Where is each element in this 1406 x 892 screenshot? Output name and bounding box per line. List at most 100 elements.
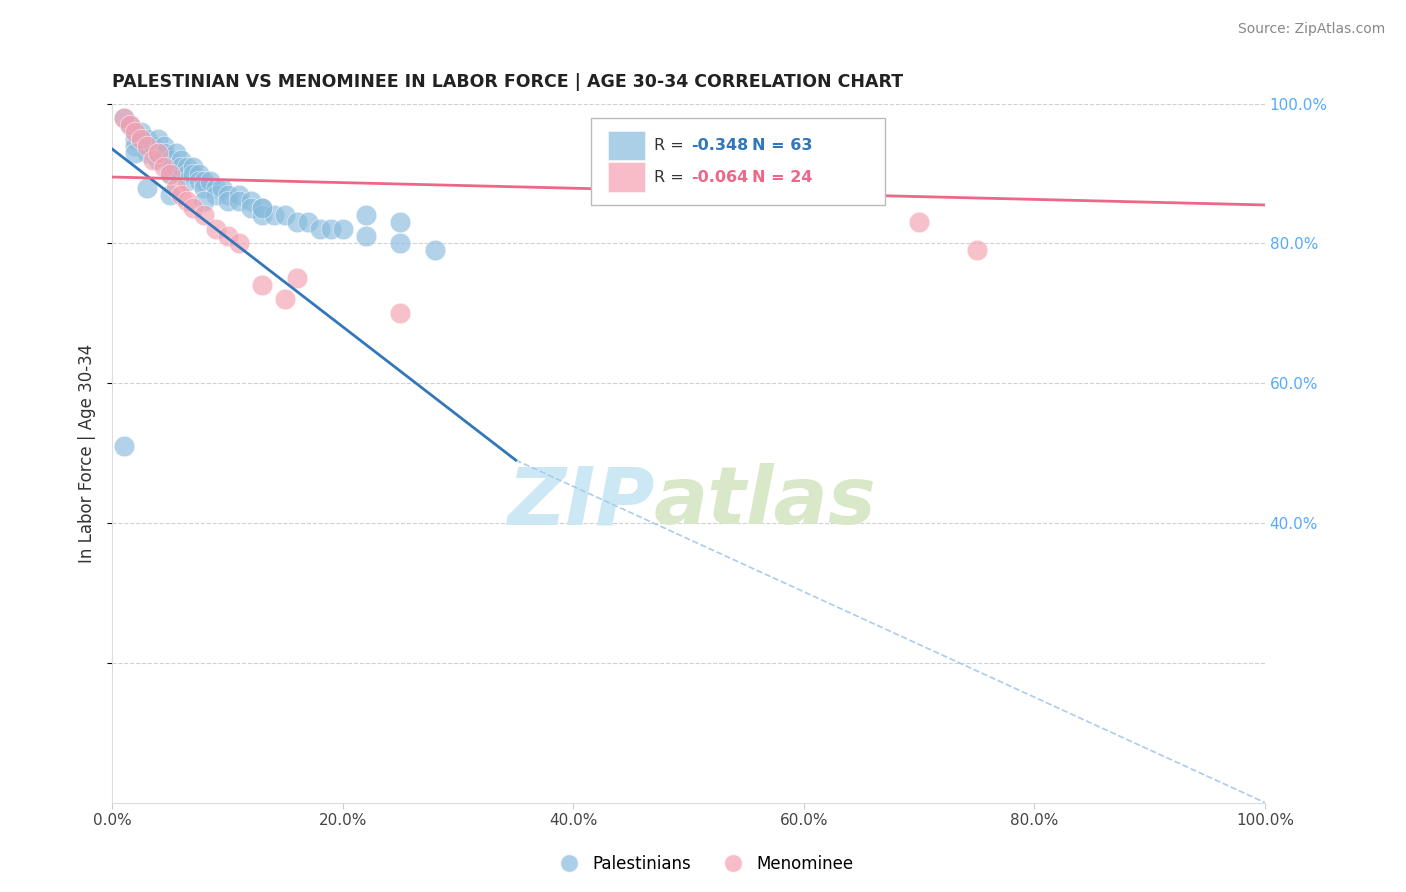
Point — [285, 215, 308, 229]
Point — [129, 131, 152, 145]
Point — [228, 187, 250, 202]
Point — [142, 153, 165, 167]
Point — [389, 215, 412, 229]
Point — [250, 278, 273, 293]
Point — [205, 180, 228, 194]
Point — [966, 244, 988, 258]
Y-axis label: In Labor Force | Age 30-34: In Labor Force | Age 30-34 — [79, 343, 96, 563]
Point — [170, 187, 193, 202]
Point — [297, 215, 319, 229]
Point — [142, 145, 165, 160]
Point — [148, 145, 170, 160]
Point — [148, 145, 170, 160]
Text: N = 63: N = 63 — [752, 138, 813, 153]
Point — [176, 167, 198, 181]
Point — [228, 236, 250, 251]
Text: Source: ZipAtlas.com: Source: ZipAtlas.com — [1237, 22, 1385, 37]
Point — [165, 180, 187, 194]
Point — [217, 187, 239, 202]
Point — [124, 145, 146, 160]
Text: ZIP: ZIP — [506, 463, 654, 541]
Point — [193, 180, 215, 194]
Point — [129, 125, 152, 139]
Point — [159, 167, 181, 181]
FancyBboxPatch shape — [607, 162, 645, 192]
Legend: Palestinians, Menominee: Palestinians, Menominee — [546, 848, 860, 880]
Text: R =: R = — [654, 169, 689, 185]
Point — [217, 229, 239, 244]
Point — [124, 125, 146, 139]
Point — [250, 209, 273, 223]
Point — [205, 187, 228, 202]
Point — [211, 180, 233, 194]
Point — [118, 118, 141, 132]
Point — [181, 167, 204, 181]
Point — [193, 194, 215, 209]
Point — [159, 153, 181, 167]
Point — [389, 306, 412, 320]
Point — [250, 202, 273, 216]
Point — [124, 125, 146, 139]
Point — [851, 173, 873, 187]
Point — [217, 194, 239, 209]
Point — [135, 138, 157, 153]
Text: atlas: atlas — [654, 463, 877, 541]
Point — [193, 209, 215, 223]
Point — [187, 167, 209, 181]
Point — [332, 222, 354, 236]
Point — [112, 111, 135, 125]
Point — [239, 194, 262, 209]
Point — [142, 138, 165, 153]
FancyBboxPatch shape — [607, 131, 645, 161]
Point — [170, 160, 193, 174]
Point — [176, 173, 198, 187]
Point — [118, 118, 141, 132]
Point — [176, 160, 198, 174]
Point — [389, 236, 412, 251]
Point — [263, 209, 285, 223]
Point — [159, 187, 181, 202]
Point — [176, 194, 198, 209]
Text: R =: R = — [654, 138, 689, 153]
Point — [135, 131, 157, 145]
Point — [148, 153, 170, 167]
Point — [153, 138, 176, 153]
Point — [165, 160, 187, 174]
Point — [135, 145, 157, 160]
Point — [165, 145, 187, 160]
Point — [181, 160, 204, 174]
FancyBboxPatch shape — [591, 118, 884, 205]
Point — [274, 209, 297, 223]
Point — [159, 160, 181, 174]
Text: -0.348: -0.348 — [690, 138, 748, 153]
Text: -0.064: -0.064 — [690, 169, 748, 185]
Point — [228, 194, 250, 209]
Text: N = 24: N = 24 — [752, 169, 813, 185]
Point — [908, 215, 931, 229]
Point — [124, 131, 146, 145]
Point — [200, 173, 222, 187]
Text: PALESTINIAN VS MENOMINEE IN LABOR FORCE | AGE 30-34 CORRELATION CHART: PALESTINIAN VS MENOMINEE IN LABOR FORCE … — [112, 73, 904, 91]
Point — [193, 173, 215, 187]
Point — [285, 271, 308, 285]
Point — [423, 244, 446, 258]
Point — [112, 111, 135, 125]
Point — [135, 180, 157, 194]
Point — [321, 222, 343, 236]
Point — [170, 153, 193, 167]
Point — [239, 202, 262, 216]
Point — [308, 222, 330, 236]
Point — [148, 131, 170, 145]
Point — [159, 167, 181, 181]
Point — [112, 439, 135, 453]
Point — [129, 131, 152, 145]
Point — [181, 202, 204, 216]
Point — [124, 138, 146, 153]
Point — [187, 173, 209, 187]
Point — [354, 209, 377, 223]
Point — [153, 145, 176, 160]
Point — [250, 202, 273, 216]
Point — [153, 160, 176, 174]
Point — [354, 229, 377, 244]
Point — [205, 222, 228, 236]
